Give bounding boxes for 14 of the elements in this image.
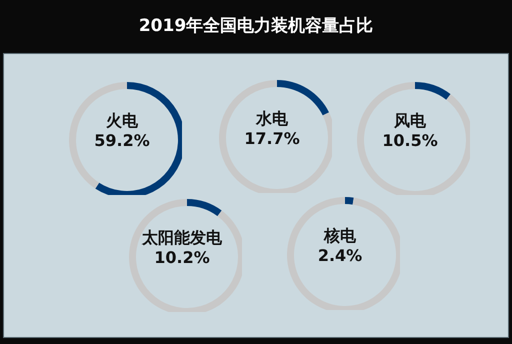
text: 2019年全国电力装机容量占比: [138, 15, 374, 37]
text: 水电: [254, 109, 289, 129]
text: 10.5%: [381, 131, 439, 151]
text: 10.2%: [153, 248, 211, 268]
donut-slice: [345, 197, 354, 205]
text: 核电: [322, 226, 357, 246]
text: 17.7%: [243, 129, 301, 149]
donut-slice: [415, 82, 451, 100]
text: 火电: [105, 111, 139, 131]
text: 2.4%: [316, 246, 364, 266]
text: 风电: [393, 111, 427, 131]
donut-slice: [187, 199, 222, 216]
text: 59.2%: [93, 131, 151, 151]
text: 太阳能发电: [140, 228, 223, 248]
